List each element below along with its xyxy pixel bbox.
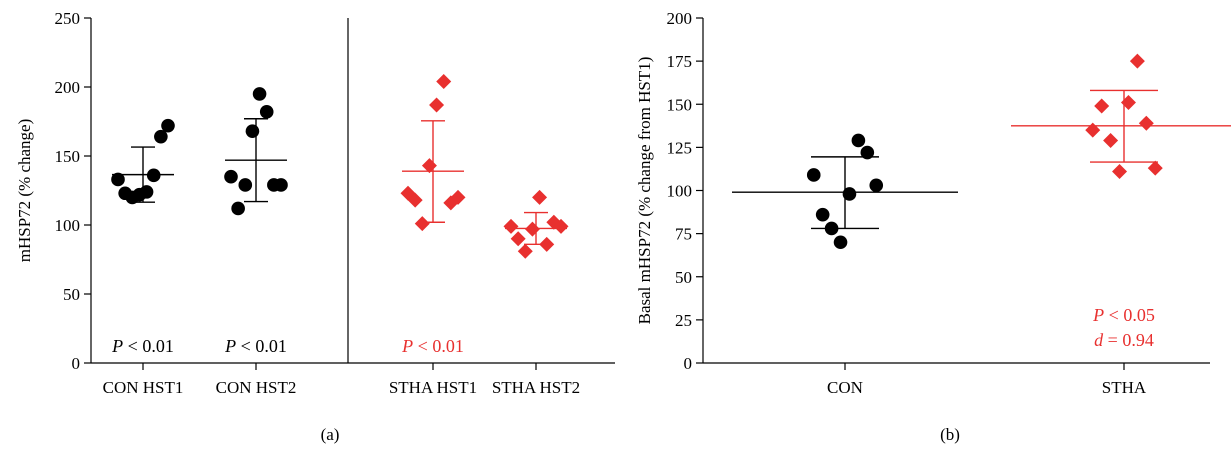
y-tick-label: 100 (667, 182, 693, 201)
y-tick-label: 250 (55, 9, 81, 28)
y-tick-label: 50 (675, 268, 692, 287)
data-point (245, 124, 260, 138)
data-point (414, 216, 430, 232)
panel-b-chart: 0 25 50 75 100 125 150 175 200 CON STHA Basal mHSP7… (635, 9, 1231, 444)
data-point (231, 201, 245, 216)
data-point (851, 133, 866, 148)
significance-annotation: P < 0.01 (224, 336, 287, 356)
y-tick-label: 200 (55, 78, 81, 97)
data-point (833, 235, 848, 250)
data-point (238, 178, 253, 192)
y-tick-label: 175 (667, 52, 693, 71)
data-point (510, 231, 526, 247)
data-point (111, 172, 125, 187)
y-axis-label: Basal mHSP72 (% change from HST1) (635, 57, 654, 325)
data-point (1085, 122, 1101, 138)
y-tick-label: 25 (675, 311, 692, 330)
x-tick-label: CON HST2 (216, 378, 297, 397)
x-tick-label: CON (827, 378, 863, 397)
data-point (1120, 95, 1136, 111)
data-point (274, 178, 288, 192)
series-stha-hst1 (400, 73, 466, 232)
data-point (259, 105, 274, 119)
data-point (146, 168, 161, 183)
y-tick-label: 0 (72, 354, 81, 373)
y-tick-label: 75 (675, 225, 692, 244)
data-point (450, 189, 466, 205)
panel-label: (b) (940, 425, 960, 444)
data-point (407, 192, 423, 208)
y-axis-label: mHSP72 (% change) (15, 119, 34, 263)
x-tick-label: STHA (1102, 378, 1147, 397)
data-point (252, 87, 267, 101)
data-point (421, 158, 437, 174)
data-point (815, 207, 830, 222)
x-tick-label: STHA HST2 (492, 378, 580, 397)
y-tick-label: 100 (55, 216, 81, 235)
panel-a-chart: 0 50 100 150 200 250 CON HST1 CON HST2 STHA HST1… (15, 9, 615, 444)
y-tick-label: 150 (55, 147, 81, 166)
data-point (503, 218, 519, 234)
significance-annotation: P < 0.01 (111, 336, 174, 356)
data-point (1138, 115, 1154, 131)
data-point (161, 118, 175, 133)
data-point (517, 243, 533, 259)
data-point (553, 218, 569, 234)
data-point (1103, 132, 1119, 148)
data-point (539, 236, 555, 252)
data-point (139, 185, 154, 199)
y-tick-label: 50 (63, 285, 80, 304)
series-con-hst1 (111, 118, 175, 205)
series-con (732, 133, 958, 250)
y-tick-label: 125 (667, 138, 693, 157)
series-con-hst2 (224, 87, 288, 216)
panel-label: (a) (321, 425, 340, 444)
series-stha (1011, 53, 1231, 180)
y-tick-label: 200 (667, 9, 693, 28)
data-point (532, 189, 548, 205)
significance-annotation: d = 0.94 (1094, 330, 1154, 350)
data-point (869, 178, 884, 193)
data-point (806, 168, 821, 182)
data-point (436, 73, 452, 89)
data-point (224, 169, 238, 184)
y-tick-label: 150 (667, 95, 693, 114)
x-tick-label: CON HST1 (103, 378, 184, 397)
data-point (154, 129, 168, 144)
data-point (1129, 53, 1145, 69)
significance-annotation: P < 0.01 (401, 336, 464, 356)
data-point (524, 221, 540, 237)
y-tick-label: 0 (684, 354, 693, 373)
significance-annotation: P < 0.05 (1092, 305, 1155, 325)
data-point (824, 221, 839, 236)
x-tick-label: STHA HST1 (389, 378, 477, 397)
data-point (1094, 98, 1110, 114)
data-point (429, 97, 445, 113)
data-point (860, 145, 875, 160)
data-point (1112, 164, 1128, 180)
data-point (1147, 160, 1163, 176)
series-stha-hst2 (503, 189, 569, 259)
data-point (842, 187, 857, 201)
